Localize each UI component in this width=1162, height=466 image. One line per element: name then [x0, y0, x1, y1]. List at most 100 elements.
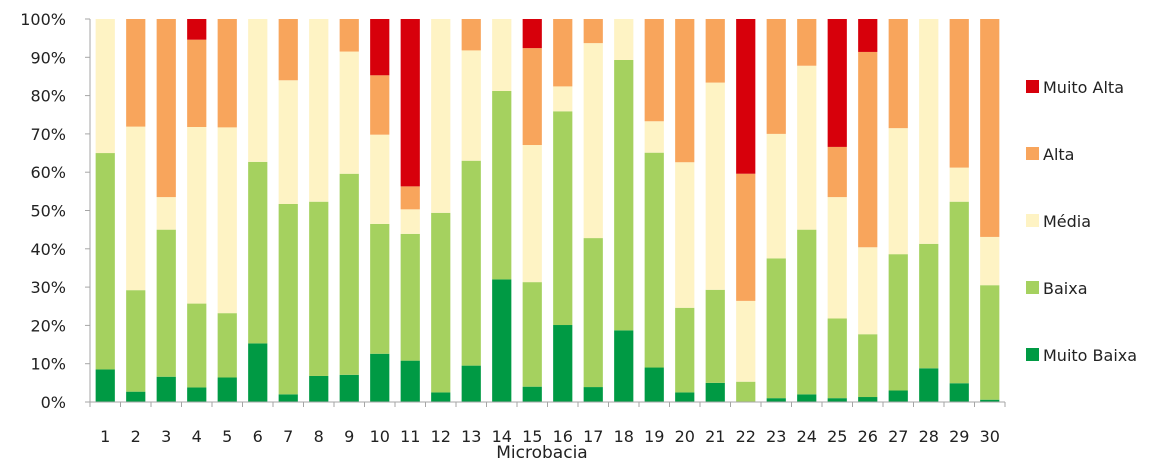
bar-segment-muito-baixa-29 — [949, 383, 969, 402]
bar-segment-média-16 — [553, 86, 573, 112]
bar-segment-muito-baixa-2 — [126, 391, 146, 402]
bar-segment-média-21 — [705, 82, 725, 290]
bar-segment-alta-21 — [705, 19, 725, 83]
x-tick-label: 19 — [644, 427, 664, 446]
bar-segment-média-26 — [858, 247, 878, 335]
x-tick-label: 29 — [949, 427, 969, 446]
bar-segment-muito-baixa-12 — [431, 392, 451, 402]
x-tick-label: 9 — [344, 427, 354, 446]
x-tick-label: 17 — [583, 427, 603, 446]
x-tick-label: 26 — [858, 427, 878, 446]
bar-segment-média-7 — [278, 80, 298, 204]
bar-segment-média-10 — [370, 134, 390, 224]
bar-segment-alta-5 — [217, 19, 237, 128]
bar-segment-muito-baixa-17 — [583, 387, 603, 402]
bar-segment-muito-baixa-3 — [156, 376, 176, 402]
bar-segment-alta-25 — [827, 146, 847, 198]
y-tick-label: 50% — [30, 202, 66, 221]
x-axis-title: Microbacia — [496, 443, 587, 463]
y-tick-label: 100% — [20, 10, 66, 29]
y-tick-label: 20% — [30, 316, 66, 335]
x-tick-label: 12 — [431, 427, 451, 446]
bar-segment-muito-baixa-20 — [675, 392, 695, 402]
bar-segment-média-2 — [126, 126, 146, 291]
bar-segment-baixa-28 — [919, 243, 939, 369]
y-tick-label: 80% — [30, 87, 66, 106]
bar-segment-baixa-13 — [461, 160, 481, 366]
bar-segment-alta-3 — [156, 19, 176, 198]
legend-label-média: Média — [1043, 212, 1091, 231]
bar-segment-média-30 — [980, 236, 1000, 286]
bar-segment-muito-alta-15 — [522, 19, 542, 49]
bar-segment-muito-baixa-23 — [766, 398, 786, 402]
bar-segment-média-19 — [644, 121, 664, 153]
x-tick-label: 15 — [522, 427, 542, 446]
x-tick-label: 14 — [492, 427, 512, 446]
x-tick-label: 16 — [553, 427, 573, 446]
legend-label-alta: Alta — [1043, 145, 1074, 164]
bar-segment-média-29 — [949, 167, 969, 202]
x-axis: 1 2 3 4 5 6 7 8 9 10 11 12 13 14 15 16 17 18 19 20 21 22 23 24 2… — [89, 401, 1006, 446]
bar-segment-muito-baixa-6 — [248, 343, 268, 402]
legend-swatch-muito-alta — [1026, 80, 1039, 93]
bar-segment-baixa-7 — [278, 203, 298, 395]
bar-segment-média-3 — [156, 197, 176, 230]
bar-segment-alta-10 — [370, 75, 390, 135]
bar-segment-média-6 — [248, 19, 268, 162]
y-tick-label: 0% — [41, 393, 66, 412]
bar-segment-média-14 — [492, 19, 512, 91]
bar-segment-alta-9 — [339, 19, 359, 52]
bar-segment-alta-16 — [553, 19, 573, 87]
bar-segment-baixa-11 — [400, 233, 420, 361]
x-tick-label: 3 — [161, 427, 171, 446]
bar-segment-baixa-21 — [705, 289, 725, 383]
bar-segment-muito-alta-22 — [736, 19, 756, 174]
bar-segment-muito-baixa-30 — [980, 399, 1000, 402]
bar-segment-baixa-29 — [949, 201, 969, 384]
bar-segment-baixa-26 — [858, 334, 878, 398]
bar-segment-baixa-27 — [888, 254, 908, 391]
bar-segment-muito-baixa-13 — [461, 365, 481, 402]
bar-segment-muito-baixa-4 — [187, 387, 207, 402]
bar-segment-alta-7 — [278, 19, 298, 81]
bar-segment-alta-15 — [522, 48, 542, 146]
bar-segment-baixa-15 — [522, 282, 542, 387]
x-tick-label: 8 — [314, 427, 324, 446]
bar-segment-baixa-5 — [217, 313, 237, 378]
legend-label-muito-baixa: Muito Baixa — [1043, 346, 1137, 365]
y-tick-label: 30% — [30, 278, 66, 297]
y-tick-label: 70% — [30, 125, 66, 144]
x-tick-label: 5 — [222, 427, 232, 446]
bar-segment-alta-19 — [644, 19, 664, 122]
bar-segment-alta-29 — [949, 19, 969, 168]
x-tick-label: 18 — [614, 427, 634, 446]
x-tick-label: 6 — [253, 427, 263, 446]
bar-segment-muito-baixa-7 — [278, 394, 298, 402]
bar-segment-muito-baixa-24 — [797, 394, 817, 402]
bar-segment-baixa-1 — [95, 153, 115, 370]
bar-segment-alta-30 — [980, 19, 1000, 237]
bar-segment-muito-baixa-14 — [492, 279, 512, 402]
bar-segment-alta-17 — [583, 19, 603, 44]
bar-segment-muito-alta-26 — [858, 19, 878, 52]
bar-segment-alta-24 — [797, 19, 817, 66]
x-tick-label: 13 — [461, 427, 481, 446]
bar-segment-muito-baixa-5 — [217, 377, 237, 402]
bar-segment-baixa-16 — [553, 111, 573, 326]
x-tick-label: 1 — [100, 427, 110, 446]
bar-segment-alta-20 — [675, 19, 695, 163]
x-tick-label: 24 — [797, 427, 817, 446]
bar-segment-baixa-25 — [827, 318, 847, 399]
x-tick-label: 30 — [980, 427, 1000, 446]
y-tick-label: 60% — [30, 163, 66, 182]
bar-segment-alta-22 — [736, 173, 756, 301]
x-tick-label: 11 — [400, 427, 420, 446]
bar-segment-média-8 — [309, 19, 329, 202]
x-tick-label: 21 — [705, 427, 725, 446]
plot-area — [95, 19, 1000, 402]
y-tick-label: 40% — [30, 240, 66, 259]
bar-segment-muito-baixa-27 — [888, 390, 908, 402]
bar-segment-baixa-20 — [675, 307, 695, 393]
bar-segment-baixa-24 — [797, 229, 817, 395]
bar-segment-média-18 — [614, 19, 634, 60]
